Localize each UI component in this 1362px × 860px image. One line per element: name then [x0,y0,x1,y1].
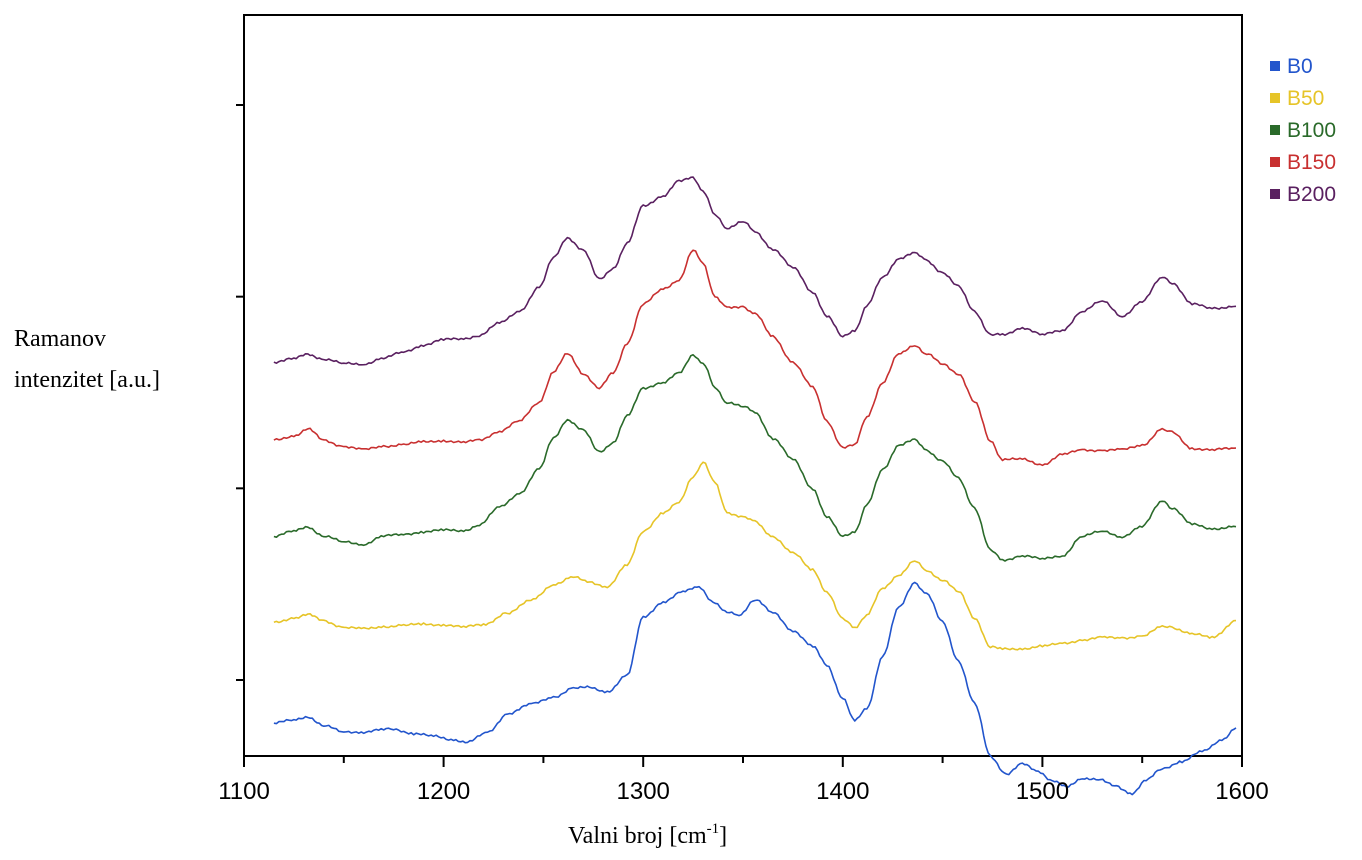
x-tick-label-1200: 1200 [417,778,470,805]
legend-swatch-b100 [1270,125,1280,135]
series-line-b200 [273,176,1237,366]
x-tick-label-1500: 1500 [1016,778,1069,805]
legend-label-b150: B150 [1287,151,1336,174]
y-axis-ticks [236,104,244,681]
series-line-b150 [273,249,1237,467]
legend-swatch-b200 [1270,189,1280,199]
y-axis-title-line1: Ramanov [14,326,106,352]
x-axis-title: Valni broj [cm-1] [568,821,727,849]
legend-label-b0: B0 [1287,55,1313,78]
legend-swatch-b150 [1270,157,1280,167]
x-axis-title-end: ] [719,823,727,849]
x-axis-title-main: Valni broj [cm [568,823,707,849]
y-axis-title-line2: intenzitet [a.u.] [14,367,160,393]
series-line-b50 [273,461,1237,651]
legend-label-b100: B100 [1287,119,1336,142]
series-line-b100 [273,354,1237,562]
legend-label-b50: B50 [1287,87,1324,110]
x-tick-label-1400: 1400 [816,778,869,805]
legend-label-b200: B200 [1287,183,1336,206]
plot-frame [243,14,1243,757]
x-tick-label-1300: 1300 [617,778,670,805]
legend-swatch-b50 [1270,93,1280,103]
x-axis-title-superscript: -1 [707,821,720,837]
x-tick-label-1100: 1100 [218,778,270,805]
series-line-b0 [273,581,1237,796]
series-layer [273,176,1237,796]
x-axis-ticks: 1100 1200 1300 1400 1500 1600 [218,756,1269,805]
legend: B0 B50 B100 B150 B200 [1270,55,1336,206]
x-tick-label-1600: 1600 [1215,778,1268,805]
legend-swatch-b0 [1270,61,1280,71]
